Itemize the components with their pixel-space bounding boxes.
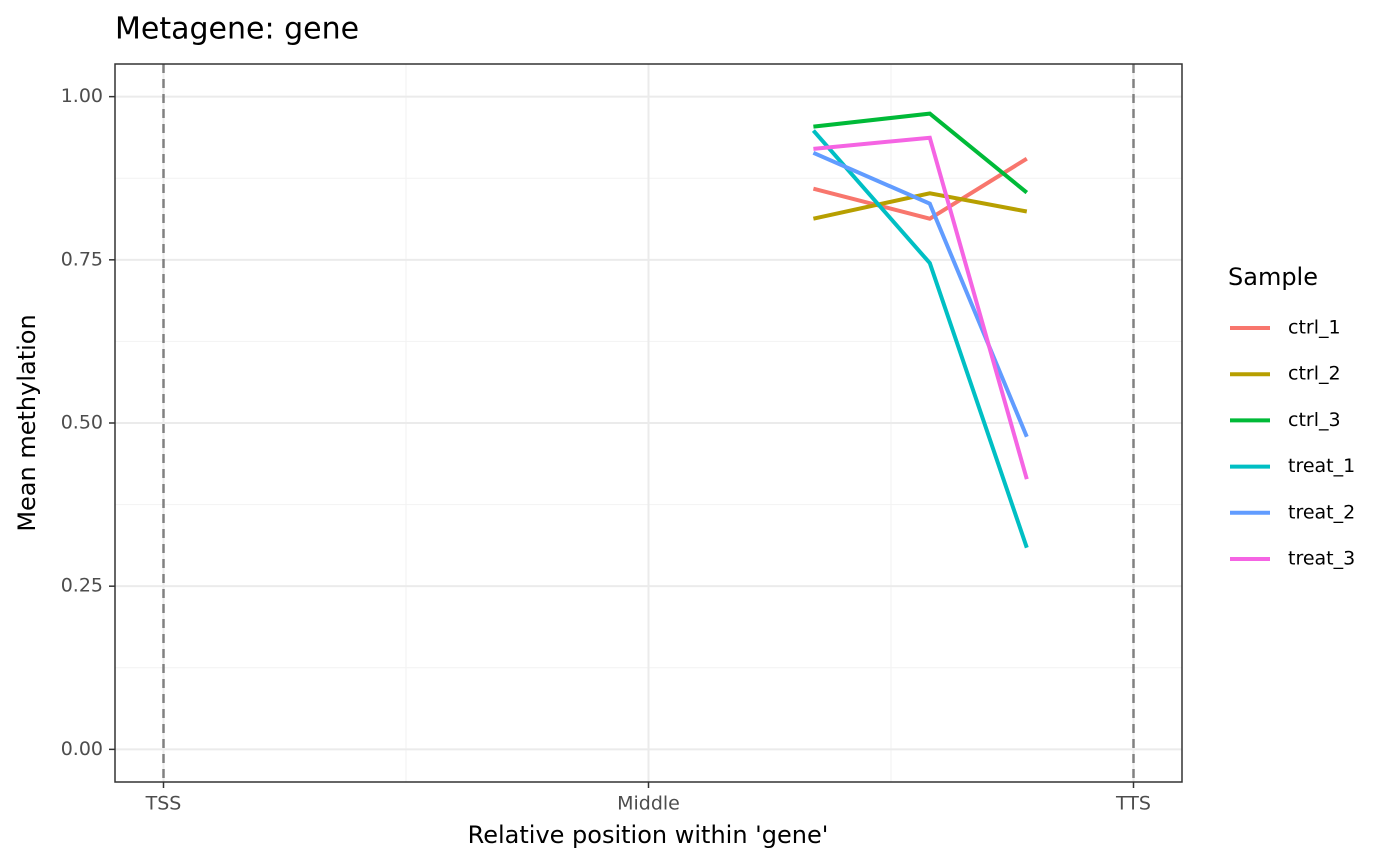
y-tick-label: 0.25 <box>61 575 103 597</box>
data-line <box>812 156 1028 221</box>
x-tick-label: Middle <box>617 793 680 815</box>
data-line <box>813 111 1029 195</box>
data-line <box>811 129 1029 549</box>
legend-label: ctrl_1 <box>1288 317 1341 339</box>
y-tick-label: 0.75 <box>61 248 103 270</box>
legend-label: ctrl_2 <box>1288 363 1341 385</box>
plot-border <box>114 63 1183 783</box>
legend-label: treat_3 <box>1288 548 1355 570</box>
legend-label: treat_2 <box>1288 501 1355 523</box>
legend-label: treat_1 <box>1288 455 1355 477</box>
data-line <box>813 135 1029 480</box>
y-tick-label: 0.50 <box>61 412 103 434</box>
y-axis-label: Mean methylation <box>13 314 41 531</box>
x-tick-label: TTS <box>1115 793 1151 815</box>
data-line <box>812 191 1028 221</box>
x-tick-label: TSS <box>145 793 182 815</box>
legend-label: ctrl_3 <box>1288 409 1341 431</box>
x-axis-label: Relative position within 'gene' <box>468 821 829 849</box>
y-tick-label: 0.00 <box>61 738 103 760</box>
legend-title: Sample <box>1228 263 1318 291</box>
chart-title: Metagene: gene <box>115 12 359 47</box>
y-tick-label: 1.00 <box>61 85 103 107</box>
